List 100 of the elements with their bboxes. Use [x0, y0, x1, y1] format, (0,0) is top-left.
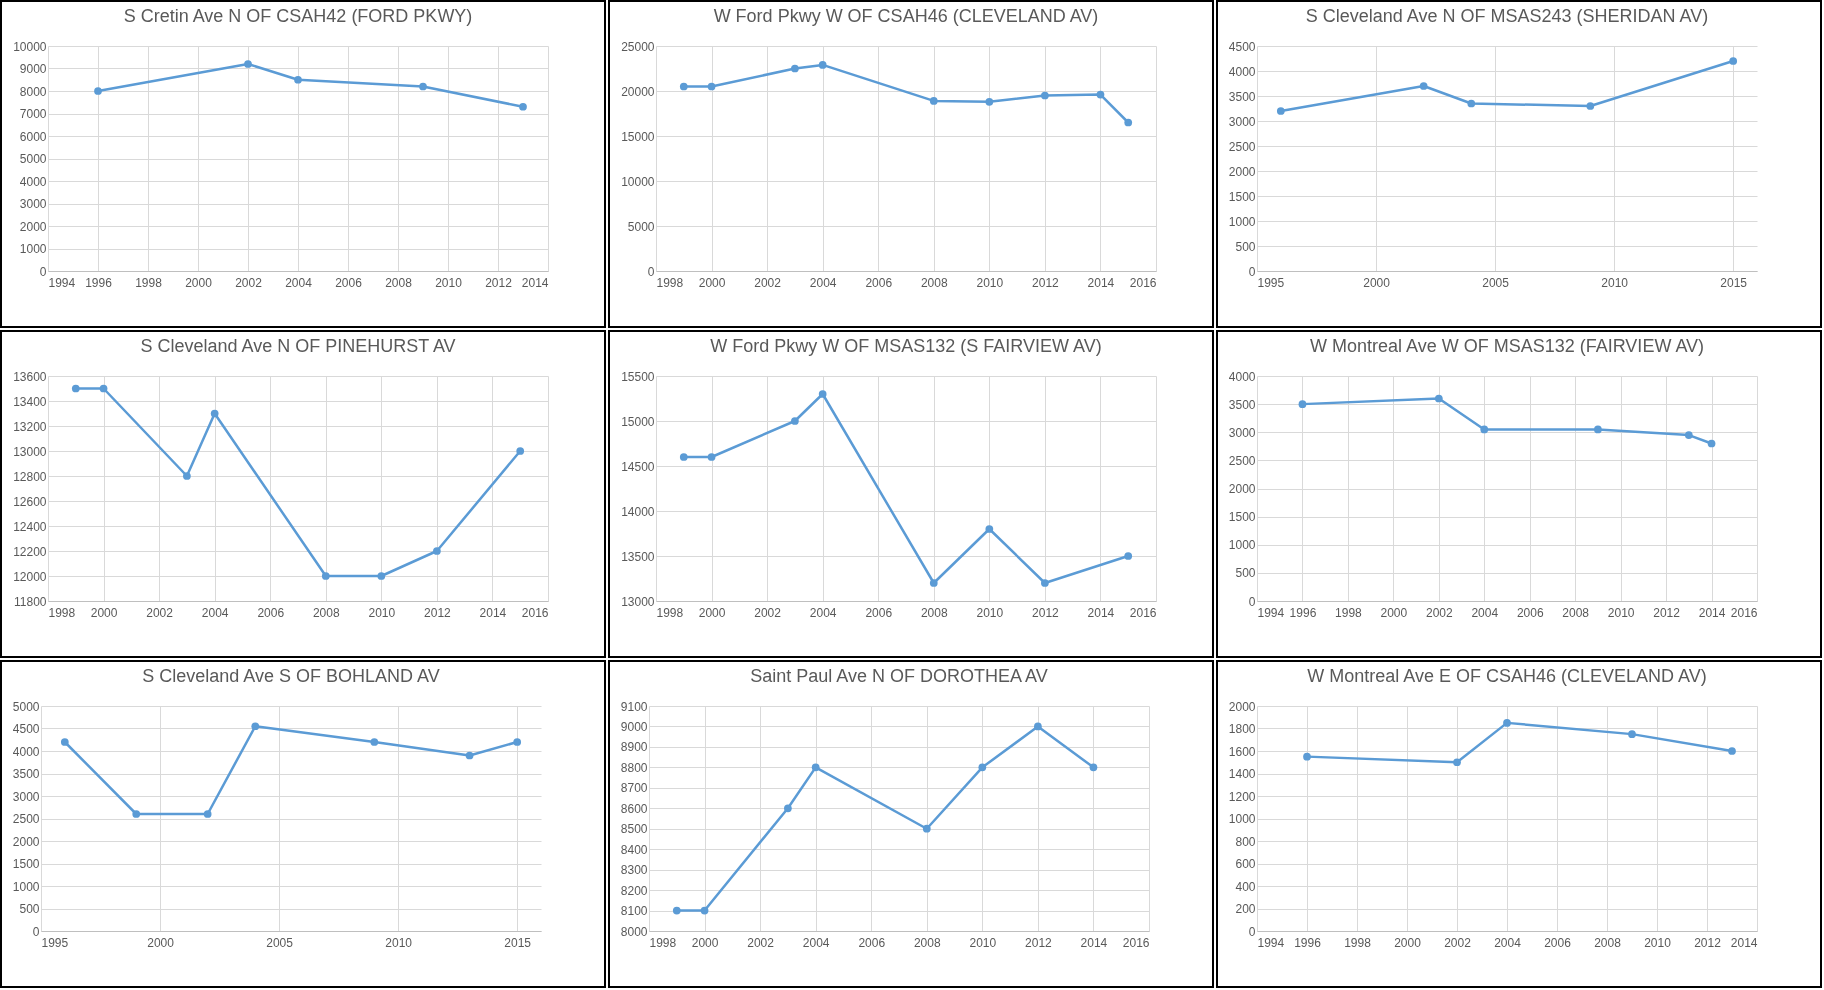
x-tick-label: 2000 [1380, 605, 1408, 620]
x-tick-label: 1998 [1335, 605, 1363, 620]
point [465, 751, 474, 760]
y-tick-label: 1200 [1228, 789, 1256, 804]
point [985, 97, 994, 106]
chart-title: S Cleveland Ave N OF PINEHURST AV [140, 336, 456, 356]
y-tick-label: 1400 [1228, 767, 1256, 781]
x-tick-label: 1996 [1294, 935, 1322, 950]
chart-title: S Cleveland Ave S OF BOHLAND AV [142, 666, 440, 686]
y-tick-label: 6000 [19, 129, 47, 144]
x-tick-label: 2000 [90, 605, 118, 620]
x-tick-label: 2015 [504, 935, 532, 950]
x-tick-label: 2006 [335, 275, 363, 290]
x-tick-label: 2000 [691, 935, 719, 950]
y-tick-label: 12600 [13, 494, 47, 509]
x-tick-label: 2010 [976, 605, 1004, 620]
x-tick-label: 2008 [920, 605, 948, 620]
x-tick-label: 2010 [976, 275, 1004, 290]
point [1041, 91, 1049, 100]
point [1480, 425, 1489, 434]
y-tick-label: 500 [1235, 239, 1256, 254]
y-tick-label: 8900 [620, 740, 648, 755]
point [94, 87, 102, 95]
y-tick-label: 3000 [1228, 425, 1256, 440]
y-tick-label: 13600 [13, 369, 47, 384]
point [922, 824, 931, 833]
y-tick-label: 8000 [620, 924, 648, 939]
y-tick-label: 2500 [1228, 139, 1256, 154]
point [707, 453, 716, 461]
y-tick-label: 9000 [620, 719, 648, 734]
x-tick-label: 2010 [385, 935, 413, 950]
y-tick-label: 2000 [12, 834, 40, 849]
y-tick-label: 2000 [1228, 482, 1256, 496]
point [1276, 107, 1285, 115]
y-tick-label: 13200 [13, 419, 47, 434]
x-tick-label: 2006 [858, 935, 886, 950]
x-tick-label: 2012 [1032, 605, 1060, 620]
x-tick-label: 2000 [1394, 935, 1422, 950]
x-tick-label: 2008 [385, 275, 413, 290]
x-tick-label: 2015 [1720, 275, 1748, 290]
point [978, 763, 987, 772]
point [251, 722, 260, 731]
chart-title: W Montreal Ave E OF CSAH46 (CLEVELAND AV) [1307, 666, 1707, 686]
x-tick-label: 2016 [1129, 275, 1157, 290]
y-tick-label: 8600 [620, 801, 648, 816]
x-tick-label: 2008 [1562, 605, 1590, 620]
y-tick-label: 4000 [19, 174, 47, 189]
x-tick-label: 2002 [235, 275, 263, 290]
y-tick-label: 11800 [14, 594, 47, 609]
y-tick-label: 25000 [621, 39, 655, 54]
y-tick-label: 20000 [621, 84, 655, 99]
x-tick-label: 2000 [185, 275, 213, 290]
x-tick-label: 2002 [1425, 605, 1453, 620]
y-tick-label: 8700 [620, 781, 648, 796]
x-tick-label: 2004 [285, 275, 313, 290]
x-tick-label: 2010 [435, 275, 463, 290]
point [1707, 439, 1716, 448]
y-tick-label: 7000 [19, 107, 47, 121]
y-tick-label: 2500 [12, 812, 40, 826]
x-tick-label: 2004 [1494, 935, 1522, 950]
y-tick-label: 13000 [621, 594, 655, 609]
x-tick-label: 2002 [747, 935, 775, 950]
x-tick-label: 2014 [521, 275, 549, 290]
point [811, 763, 820, 772]
point [700, 906, 709, 915]
point [1586, 102, 1595, 110]
y-tick-label: 1000 [19, 242, 47, 256]
y-tick-label: 200 [1235, 902, 1256, 916]
y-tick-label: 12000 [13, 569, 47, 584]
point [929, 97, 938, 105]
x-tick-label: 1998 [135, 275, 163, 290]
y-tick-label: 8800 [620, 760, 648, 775]
x-tick-label: 2016 [1730, 605, 1758, 620]
x-tick-label: 2005 [266, 935, 294, 950]
point [99, 384, 108, 393]
point [1728, 747, 1736, 755]
point [679, 82, 688, 91]
y-tick-label: 800 [1235, 834, 1256, 849]
x-tick-label: 2014 [1080, 935, 1108, 950]
y-tick-label: 12200 [13, 544, 47, 559]
point [321, 572, 330, 580]
y-tick-label: 0 [1248, 594, 1256, 609]
y-tick-label: 2000 [1228, 164, 1256, 179]
y-tick-label: 14500 [621, 459, 655, 474]
y-tick-label: 1800 [1228, 722, 1256, 736]
point [791, 417, 799, 425]
point [1034, 722, 1042, 731]
point [929, 579, 938, 587]
y-tick-label: 1600 [1228, 744, 1256, 759]
x-tick-label: 1998 [1344, 935, 1372, 950]
y-tick-label: 10000 [13, 39, 47, 54]
point [71, 384, 80, 393]
x-tick-label: 2012 [485, 275, 513, 290]
y-tick-label: 15000 [621, 129, 655, 144]
point [1041, 579, 1049, 587]
point [183, 472, 191, 480]
y-tick-label: 0 [647, 264, 655, 279]
point [791, 64, 799, 73]
y-tick-label: 3000 [19, 197, 47, 211]
x-tick-label: 2010 [368, 605, 396, 620]
